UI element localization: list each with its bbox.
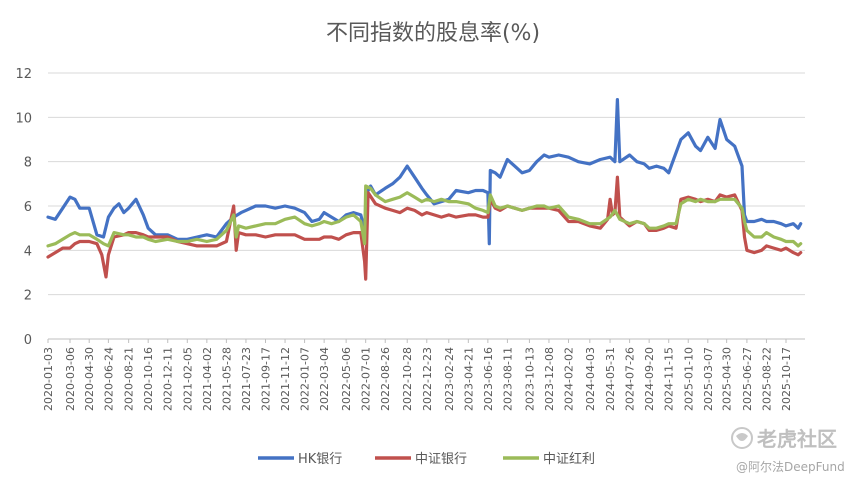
x-tick-label: 2021-11-12 bbox=[279, 347, 292, 411]
x-tick-label: 2023-08-11 bbox=[501, 347, 514, 411]
x-tick-label: 2024-11-15 bbox=[663, 347, 676, 411]
x-tick-label: 2025-04-30 bbox=[721, 347, 734, 411]
x-tick-label: 2024-04-03 bbox=[584, 347, 597, 411]
x-tick-label: 2020-12-11 bbox=[162, 347, 175, 411]
x-tick-label: 2022-01-07 bbox=[299, 347, 312, 411]
x-tick-label: 2022-05-06 bbox=[340, 347, 353, 411]
x-tick-label: 2021-04-02 bbox=[201, 347, 214, 411]
chart-title: 不同指数的股息率(%) bbox=[326, 21, 540, 46]
x-tick-label: 2022-12-23 bbox=[421, 347, 434, 411]
y-tick-label: 12 bbox=[15, 67, 32, 82]
x-tick-label: 2021-07-23 bbox=[240, 347, 253, 411]
x-tick-label: 2021-09-17 bbox=[259, 347, 272, 411]
series-line bbox=[46, 98, 803, 246]
x-tick-label: 2020-03-06 bbox=[64, 347, 77, 411]
y-tick-label: 4 bbox=[24, 244, 32, 259]
y-axis-tick-labels: 0 2 4 6 8 10 12 bbox=[15, 67, 32, 348]
x-axis: 2020-01-03 2020-03-06 2020-04-30 2020-06-24… bbox=[42, 339, 793, 411]
x-tick-label: 2023-02-24 bbox=[443, 347, 456, 411]
x-tick-label: 2023-12-08 bbox=[543, 347, 556, 411]
x-tick-label: 2020-06-24 bbox=[102, 347, 115, 411]
x-tick-label: 2025-01-10 bbox=[682, 347, 695, 411]
x-tick-label: 2022-03-04 bbox=[318, 347, 331, 411]
x-tick-label: 2024-02-02 bbox=[563, 347, 576, 411]
gridlines bbox=[48, 72, 805, 340]
y-tick-label: 6 bbox=[24, 200, 32, 215]
x-tick-label: 2023-10-13 bbox=[523, 347, 536, 411]
y-tick-label: 0 bbox=[24, 333, 32, 348]
tiger-logo-icon bbox=[731, 427, 753, 449]
x-tick-label: 2022-07-01 bbox=[360, 347, 373, 411]
watermark: 老虎社区 @阿尔法DeepFund bbox=[731, 427, 845, 474]
x-tick-label: 2024-07-26 bbox=[624, 347, 637, 411]
x-tick-label: 2020-01-03 bbox=[42, 347, 55, 411]
x-tick-label: 2021-05-28 bbox=[220, 347, 233, 411]
legend-label: 中证红利 bbox=[543, 451, 595, 467]
x-tick-label: 2023-06-16 bbox=[482, 347, 495, 411]
legend-label: 中证银行 bbox=[415, 452, 467, 467]
x-tick-label: 2020-10-16 bbox=[142, 347, 155, 411]
legend: HK银行 中证银行 中证红利 bbox=[258, 451, 595, 467]
x-tick-label: 2022-10-28 bbox=[401, 347, 414, 411]
watermark-author: @阿尔法DeepFund bbox=[736, 459, 845, 474]
x-tick-label: 2023-04-21 bbox=[462, 347, 475, 411]
y-tick-label: 2 bbox=[24, 289, 32, 304]
x-tick-label: 2021-02-05 bbox=[181, 347, 194, 411]
y-tick-label: 8 bbox=[24, 156, 32, 171]
series-lines bbox=[46, 98, 803, 281]
x-tick-label: 2025-08-22 bbox=[760, 347, 773, 411]
x-tick-label: 2020-04-30 bbox=[83, 347, 96, 411]
legend-label: HK银行 bbox=[298, 452, 342, 467]
x-tick-label: 2024-09-20 bbox=[643, 347, 656, 411]
x-tick-label: 2020-08-21 bbox=[123, 347, 136, 411]
x-tick-label: 2025-06-27 bbox=[741, 347, 754, 411]
x-tick-label: 2022-08-26 bbox=[379, 347, 392, 411]
y-tick-label: 10 bbox=[15, 111, 32, 126]
x-tick-label: 2025-03-07 bbox=[702, 347, 715, 411]
series-line bbox=[46, 184, 803, 248]
x-tick-label: 2024-05-31 bbox=[604, 347, 617, 411]
watermark-brand: 老虎社区 bbox=[757, 427, 837, 451]
x-tick-label: 2025-10-17 bbox=[780, 347, 793, 411]
